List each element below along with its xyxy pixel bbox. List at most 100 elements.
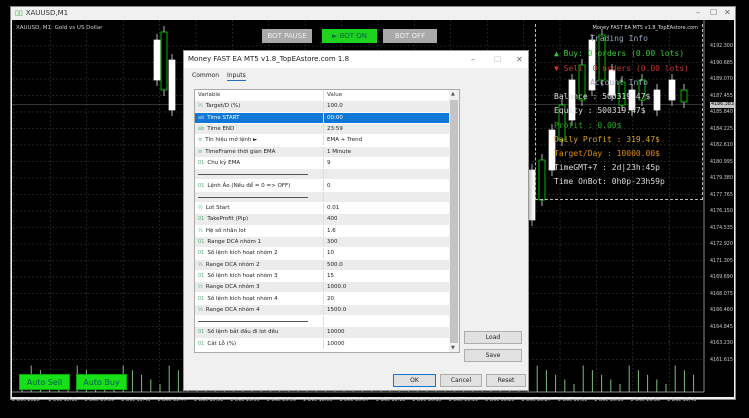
auto-buy-button[interactable]: Auto Buy bbox=[76, 374, 127, 390]
input-row[interactable]: 01 Số lệnh bắt đầu đi lot đều 10000 bbox=[195, 327, 450, 339]
cancel-button[interactable]: Cancel bbox=[440, 374, 482, 387]
value-cell[interactable]: 23:59 bbox=[327, 126, 343, 133]
type-icon: ½ bbox=[198, 306, 203, 313]
variable-cell: 01 Số lệnh kích hoạt nhóm 4 bbox=[195, 293, 324, 304]
scroll-up-icon[interactable]: ▲ bbox=[451, 91, 455, 97]
variable-name: Hệ số nhân lot bbox=[205, 227, 246, 234]
input-row[interactable]: ½ Lot Start 0.01 bbox=[195, 203, 450, 215]
price-label: 4168.075 bbox=[710, 291, 733, 297]
save-button[interactable]: Save bbox=[464, 349, 522, 362]
scroll-down-icon[interactable]: ▼ bbox=[451, 345, 455, 351]
time-label: 2 Dec 16:19 bbox=[448, 398, 479, 403]
input-row[interactable]: 01 Số lệnh kích hoạt nhóm 2 10 bbox=[195, 248, 450, 260]
separator-row[interactable] bbox=[195, 169, 450, 181]
value-cell[interactable]: 100.0 bbox=[327, 103, 343, 110]
value-cell[interactable]: 10 bbox=[327, 250, 334, 257]
table-scrollbar[interactable]: ▲ ▼ bbox=[449, 90, 459, 352]
time-label: 2 Dec 15:43 bbox=[121, 398, 151, 403]
input-row[interactable]: 01 Số lệnh kích hoạt nhóm 3 15 bbox=[195, 270, 450, 283]
variable-name: Tín hiệu mở lệnh ► bbox=[205, 137, 258, 144]
input-row[interactable]: ≡ Tín hiệu mở lệnh ► EMA + Trend bbox=[195, 135, 450, 147]
column-variable[interactable]: Variable bbox=[195, 90, 324, 101]
value-cell[interactable]: 10000 bbox=[327, 340, 345, 347]
bot-on-button[interactable]: ► BOT ON bbox=[322, 29, 377, 43]
balance: Balance : 500319.47$ bbox=[554, 92, 651, 101]
input-row[interactable]: ≡ TimeFrame thời gian EMA 1 Minute bbox=[195, 146, 450, 158]
input-row[interactable]: 01 Range DCA nhóm 1 300 bbox=[195, 236, 450, 249]
candle-body bbox=[558, 104, 566, 141]
value-cell[interactable]: 1500.0 bbox=[327, 306, 347, 313]
sell-orders: ▼ Sell: 0 orders (0.00 lots) bbox=[554, 64, 689, 73]
value-cell[interactable]: 400 bbox=[327, 216, 338, 223]
column-value[interactable]: Value bbox=[327, 92, 343, 99]
price-label: 4161.615 bbox=[710, 357, 733, 363]
input-row[interactable]: ½ Target/D (%) 100.0 bbox=[195, 101, 450, 113]
close-button[interactable]: ✕ bbox=[724, 8, 731, 17]
time-label: 2 Dec 15:35 bbox=[48, 398, 78, 403]
candle-body bbox=[538, 159, 546, 201]
value-cell[interactable]: 15 bbox=[327, 272, 334, 279]
tab-common[interactable]: Common bbox=[192, 72, 220, 79]
candle-body bbox=[680, 89, 688, 103]
time-label: 2 Dec 15:59 bbox=[266, 398, 297, 403]
table-header: Variable Value bbox=[195, 90, 450, 102]
value-cell[interactable]: 0 bbox=[327, 182, 331, 189]
input-row[interactable]: 01 Số lệnh kích hoạt nhóm 4 20 bbox=[195, 293, 450, 305]
separator-row[interactable] bbox=[195, 191, 450, 203]
input-row[interactable]: 01 Chu kỳ EMA 9 bbox=[195, 157, 450, 170]
price-label: 4171.305 bbox=[710, 258, 733, 264]
inputs-table: Variable Value ½ Target/D (%) 100.0 ab Time S… bbox=[194, 89, 460, 353]
variable-name: Chu kỳ EMA bbox=[207, 159, 241, 166]
dialog-maximize-button[interactable]: ☐ bbox=[494, 55, 502, 64]
input-row[interactable]: 01 Lệnh Ảo (Nếu để = 0 => OFF) 0 bbox=[195, 180, 450, 192]
maximize-button[interactable]: ☐ bbox=[710, 8, 718, 17]
reset-button[interactable]: Reset bbox=[486, 374, 526, 387]
input-row[interactable]: ½ Range DCA nhóm 3 1000.0 bbox=[195, 282, 450, 294]
separator-cell bbox=[195, 191, 324, 202]
ok-button[interactable]: OK bbox=[393, 374, 436, 387]
variable-name: Range DCA nhóm 2 bbox=[205, 261, 260, 268]
type-icon: ½ bbox=[198, 261, 203, 268]
input-row[interactable]: ½ Hệ số nhân lot 1.6 bbox=[195, 225, 450, 237]
time-label: 2 Dec 16:31 bbox=[558, 398, 588, 403]
value-cell[interactable]: 500.0 bbox=[327, 261, 343, 268]
value-cell[interactable]: 20 bbox=[327, 295, 334, 302]
minimize-button[interactable]: – bbox=[696, 8, 700, 17]
dialog-minimize-button[interactable]: – bbox=[471, 55, 475, 64]
value-cell[interactable]: 1 Minute bbox=[327, 148, 352, 155]
input-row[interactable]: 01 TakeProfit (Pip) 400 bbox=[195, 214, 450, 226]
value-cell[interactable]: 300 bbox=[327, 239, 338, 246]
value-cell[interactable]: 1.6 bbox=[327, 227, 336, 234]
type-icon: ≡ bbox=[198, 137, 203, 144]
auto-sell-button[interactable]: Auto Sell bbox=[19, 374, 70, 390]
candle-body bbox=[578, 64, 586, 101]
value-cell[interactable]: 10000 bbox=[327, 329, 345, 336]
value-cell[interactable]: 00:00 bbox=[327, 114, 343, 121]
value-cell[interactable]: 1000.0 bbox=[327, 284, 347, 291]
bot-pause-button[interactable]: BOT PAUSE bbox=[262, 29, 312, 43]
separator-cell bbox=[195, 316, 324, 327]
time-label: 2 Dec 16:07 bbox=[339, 398, 369, 403]
value-cell[interactable]: EMA + Trend bbox=[327, 137, 363, 144]
candle-body bbox=[608, 69, 616, 96]
scroll-thumb[interactable] bbox=[450, 100, 458, 343]
input-row[interactable]: ab Time START 00:00 bbox=[195, 112, 450, 124]
variable-name: Target/D (%) bbox=[205, 103, 241, 110]
value-cell[interactable]: 0.01 bbox=[327, 205, 340, 212]
separator-row[interactable] bbox=[195, 316, 450, 328]
candle-body bbox=[153, 39, 161, 81]
variable-cell: 01 Cắt Lỗ (%) bbox=[195, 338, 324, 349]
bot-off-button[interactable]: BOT OFF bbox=[383, 29, 437, 43]
input-row[interactable]: 01 Cắt Lỗ (%) 10000 bbox=[195, 338, 450, 350]
input-row[interactable]: ab Time END 23:59 bbox=[195, 123, 450, 136]
load-button[interactable]: Load bbox=[464, 331, 522, 344]
dialog-tabs: Common Inputs bbox=[192, 72, 254, 81]
input-row[interactable]: ½ Range DCA nhóm 4 1500.0 bbox=[195, 304, 450, 316]
variable-cell: ≡ Tín hiệu mở lệnh ► bbox=[195, 135, 324, 146]
type-icon: 01 bbox=[198, 295, 205, 302]
value-cell[interactable]: 9 bbox=[327, 159, 331, 166]
dialog-close-button[interactable]: ✕ bbox=[516, 55, 523, 64]
tab-inputs[interactable]: Inputs bbox=[227, 72, 246, 81]
input-row[interactable]: ½ Range DCA nhóm 2 500.0 bbox=[195, 259, 450, 271]
type-icon: 01 bbox=[198, 239, 205, 246]
